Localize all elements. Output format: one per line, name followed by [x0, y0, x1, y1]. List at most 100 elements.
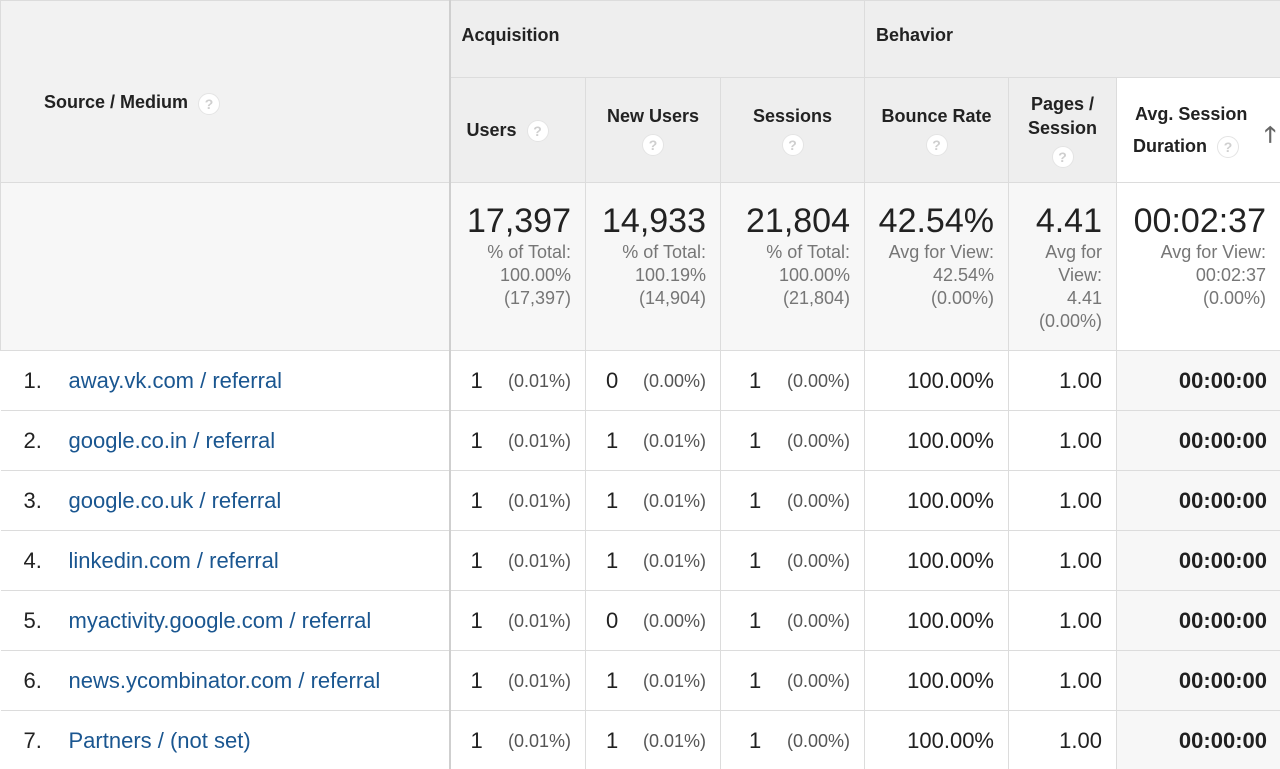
table-row: 4. linkedin.com / referral 1 (0.01%) 1 (0.01%… — [0, 530, 1280, 591]
users-cell: 1 (0.01%) — [449, 470, 586, 531]
total-new-users-count: (14,904) — [638, 288, 706, 308]
users-value: 1 — [470, 367, 483, 393]
source-medium-link[interactable]: linkedin.com / referral — [68, 547, 279, 573]
new-users-percent: (0.01%) — [642, 730, 706, 751]
total-new-users: 14,933 % of Total: 100.19% (14,904) — [585, 182, 721, 351]
total-bounce-rate: 42.54% Avg for View: 42.54% (0.00%) — [864, 182, 1009, 351]
total-pages-session-caption-1: Avg for — [1045, 242, 1102, 262]
pages-session-cell: 1.00 — [1008, 350, 1117, 411]
total-bounce-rate-delta: (0.00%) — [930, 288, 994, 308]
users-value: 1 — [470, 427, 483, 453]
users-value: 1 — [470, 607, 483, 633]
help-icon[interactable]: ? — [1051, 146, 1074, 168]
new-users-value: 0 — [606, 607, 619, 633]
pages-session-cell: 1.00 — [1008, 470, 1117, 531]
total-sessions-count: (21,804) — [782, 288, 850, 308]
new-users-cell: 0 (0.00%) — [585, 350, 721, 411]
total-sessions-value: 21,804 — [746, 202, 850, 240]
sessions-percent: (0.00%) — [786, 490, 850, 511]
source-medium-link[interactable]: google.co.in / referral — [68, 427, 276, 453]
source-medium-header[interactable]: Source / Medium? — [0, 0, 451, 183]
help-icon[interactable]: ? — [198, 92, 221, 115]
col-bounce-rate-header[interactable]: Bounce Rate ? — [864, 77, 1009, 183]
sort-arrow-up-icon[interactable]: 🡑 — [1264, 122, 1276, 147]
users-percent: (0.01%) — [507, 670, 571, 691]
new-users-value: 1 — [606, 727, 619, 753]
total-new-users-value: 14,933 — [602, 202, 706, 240]
totals-row: 17,397 % of Total: 100.00% (17,397) 14,9… — [0, 182, 1280, 351]
source-medium-link[interactable]: news.ycombinator.com / referral — [68, 667, 381, 693]
avg-duration-cell: 00:00:00 — [1116, 650, 1280, 711]
pages-session-cell: 1.00 — [1008, 710, 1117, 769]
users-cell: 1 (0.01%) — [449, 530, 586, 591]
sessions-value: 1 — [749, 667, 762, 693]
col-avg-duration-header[interactable]: Avg. Session Duration? — [1116, 77, 1280, 183]
total-bounce-rate-value: 42.54% — [878, 202, 994, 240]
users-percent: (0.01%) — [507, 490, 571, 511]
total-avg-duration-caption: Avg for View: — [1160, 242, 1266, 262]
help-icon[interactable]: ? — [925, 134, 948, 156]
pages-session-cell: 1.00 — [1008, 650, 1117, 711]
total-users-caption: % of Total: — [487, 242, 571, 262]
users-cell: 1 (0.01%) — [449, 710, 586, 769]
table-row: 2. google.co.in / referral 1 (0.01%) 1 (0.01%… — [0, 410, 1280, 471]
totals-spacer — [0, 182, 451, 351]
total-sessions: 21,804 % of Total: 100.00% (21,804) — [720, 182, 865, 351]
total-new-users-percent: 100.19% — [634, 265, 706, 285]
sessions-cell: 1 (0.00%) — [720, 470, 865, 531]
new-users-cell: 1 (0.01%) — [585, 470, 721, 531]
col-avg-duration-label-2: Duration — [1133, 136, 1207, 156]
new-users-percent: (0.01%) — [642, 430, 706, 451]
pages-session-cell: 1.00 — [1008, 410, 1117, 471]
avg-duration-cell: 00:00:00 — [1116, 710, 1280, 769]
total-bounce-rate-caption: Avg for View: — [888, 242, 994, 262]
source-medium-link[interactable]: Partners / (not set) — [68, 727, 251, 753]
source-cell: 2. google.co.in / referral — [0, 410, 451, 471]
source-cell: 7. Partners / (not set) — [0, 710, 451, 769]
col-sessions-label: Sessions — [752, 106, 833, 126]
total-avg-duration-avg: 00:02:37 — [1195, 265, 1266, 285]
col-new-users-label: New Users — [606, 106, 700, 126]
source-cell: 1. away.vk.com / referral — [0, 350, 451, 411]
avg-duration-cell: 00:00:00 — [1116, 410, 1280, 471]
source-medium-link[interactable]: away.vk.com / referral — [68, 367, 283, 393]
help-icon[interactable]: ? — [1217, 136, 1239, 159]
col-users-header[interactable]: Users? — [449, 77, 586, 183]
sessions-cell: 1 (0.00%) — [720, 410, 865, 471]
users-cell: 1 (0.01%) — [449, 650, 586, 711]
row-index: 6. — [23, 667, 42, 693]
row-index: 3. — [23, 487, 42, 513]
new-users-value: 1 — [606, 547, 619, 573]
total-bounce-rate-avg: 42.54% — [932, 265, 994, 285]
help-icon[interactable]: ? — [642, 134, 664, 156]
table-row: 6. news.ycombinator.com / referral 1 (0.01%… — [0, 650, 1280, 711]
sessions-percent: (0.00%) — [786, 670, 850, 691]
source-cell: 5. myactivity.google.com / referral — [0, 590, 451, 651]
new-users-value: 1 — [606, 487, 619, 513]
total-avg-duration: 00:02:37 Avg for View: 00:02:37 (0.00%) — [1116, 182, 1280, 351]
new-users-cell: 1 (0.01%) — [585, 530, 721, 591]
col-pages-session-label-1: Pages / — [1030, 94, 1095, 114]
new-users-value: 1 — [606, 427, 619, 453]
users-percent: (0.01%) — [507, 370, 571, 391]
help-icon[interactable]: ? — [526, 120, 549, 143]
avg-duration-cell: 00:00:00 — [1116, 470, 1280, 531]
source-medium-link[interactable]: google.co.uk / referral — [68, 487, 282, 513]
col-avg-duration-label-1: Avg. Session — [1135, 104, 1248, 124]
help-icon[interactable]: ? — [781, 134, 804, 156]
bounce-rate-cell: 100.00% — [864, 350, 1009, 411]
total-pages-session-caption-2: View: — [1058, 265, 1102, 285]
source-medium-link[interactable]: myactivity.google.com / referral — [68, 607, 372, 633]
row-index: 7. — [23, 727, 42, 753]
new-users-value: 1 — [606, 667, 619, 693]
col-new-users-header[interactable]: New Users ? — [585, 77, 721, 183]
table-row: 1. away.vk.com / referral 1 (0.01%) 0 (0.00%)… — [0, 350, 1280, 411]
users-percent: (0.01%) — [507, 430, 571, 451]
col-sessions-header[interactable]: Sessions ? — [720, 77, 865, 183]
bounce-rate-cell: 100.00% — [864, 410, 1009, 471]
users-value: 1 — [470, 487, 483, 513]
total-pages-session-avg: 4.41 — [1066, 288, 1102, 308]
sessions-percent: (0.00%) — [786, 550, 850, 571]
col-pages-session-header[interactable]: Pages / Session ? — [1008, 77, 1117, 183]
